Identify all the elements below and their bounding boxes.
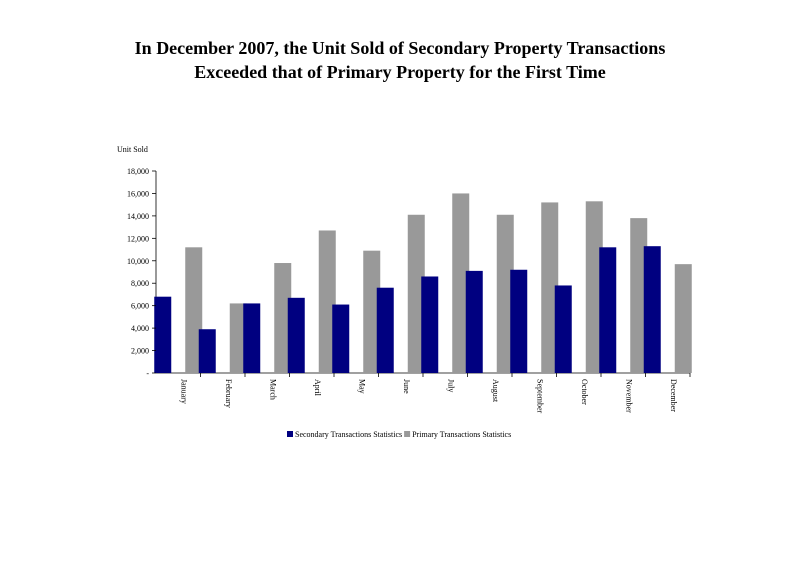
x-ticks: January February March April May June July Augu… [179, 373, 691, 414]
x-tick-label: June [402, 379, 411, 394]
y-tick-label: 14,000 [127, 212, 149, 221]
bar-primary-may [363, 250, 381, 373]
legend-label: Secondary Transactions Statistics [295, 430, 402, 439]
bar-secondary-december [643, 246, 661, 373]
bar-primary-september [541, 202, 559, 373]
y-tick-label: 10,000 [127, 257, 149, 266]
legend-swatch [287, 431, 293, 437]
x-tick-label: December [669, 379, 678, 412]
bar-secondary-june [376, 287, 394, 373]
chart-subtitle: Exceeded that of Primary Property for th… [194, 62, 606, 82]
bar-primary-august [496, 214, 514, 373]
bar-secondary-april [287, 297, 305, 373]
bar-primary-april [318, 230, 336, 373]
x-tick-label: January [179, 379, 188, 404]
bar-secondary-november [599, 247, 617, 373]
bar-primary-december [674, 264, 692, 373]
bar-primary-october [585, 201, 603, 373]
legend-swatch [404, 431, 411, 437]
y-tick-label: 12,000 [127, 234, 149, 243]
y-ticks: - 2,000 4,000 6,000 8,000 10,000 12,000 14,000 1… [127, 167, 156, 378]
bar-primary-january [185, 247, 203, 373]
x-tick-label: October [580, 379, 589, 405]
bars [154, 193, 692, 373]
bar-secondary-september [510, 269, 528, 373]
x-tick-label: August [491, 379, 500, 403]
bar-secondary-august [465, 270, 483, 373]
bar-secondary-july [421, 276, 439, 373]
bar-primary-march [274, 263, 292, 373]
y-tick-label: - [146, 369, 149, 378]
bar-secondary-march [243, 303, 261, 373]
bar-secondary-january [154, 296, 172, 373]
bar-primary-november [630, 218, 648, 373]
bar-secondary-february [198, 329, 216, 373]
x-tick-label: April [313, 379, 322, 397]
x-tick-label: July [446, 379, 455, 392]
x-tick-label: September [535, 379, 544, 414]
x-tick-label: May [357, 379, 366, 394]
legend: Secondary Transactions Statistics Primary… [287, 430, 511, 439]
y-tick-label: 6,000 [131, 302, 149, 311]
y-tick-label: 8,000 [131, 279, 149, 288]
y-axis-label: Unit Sold [117, 145, 148, 154]
chart-title: In December 2007, the Unit Sold of Secon… [0, 36, 800, 84]
x-tick-label: November [624, 379, 633, 413]
x-tick-label: February [224, 379, 233, 408]
bar-primary-june [407, 214, 425, 373]
x-tick-label: March [268, 379, 277, 400]
y-tick-label: 18,000 [127, 167, 149, 176]
bar-primary-february [229, 303, 247, 373]
legend-label: Primary Transactions Statistics [412, 430, 511, 439]
y-tick-label: 4,000 [131, 324, 149, 333]
bar-secondary-october [554, 285, 572, 373]
y-tick-label: 16,000 [127, 189, 149, 198]
chart-title-line1: In December 2007, the Unit Sold of Secon… [134, 38, 666, 58]
y-tick-label: 2,000 [131, 347, 149, 356]
bar-secondary-may [332, 304, 350, 373]
bar-primary-july [452, 193, 470, 373]
